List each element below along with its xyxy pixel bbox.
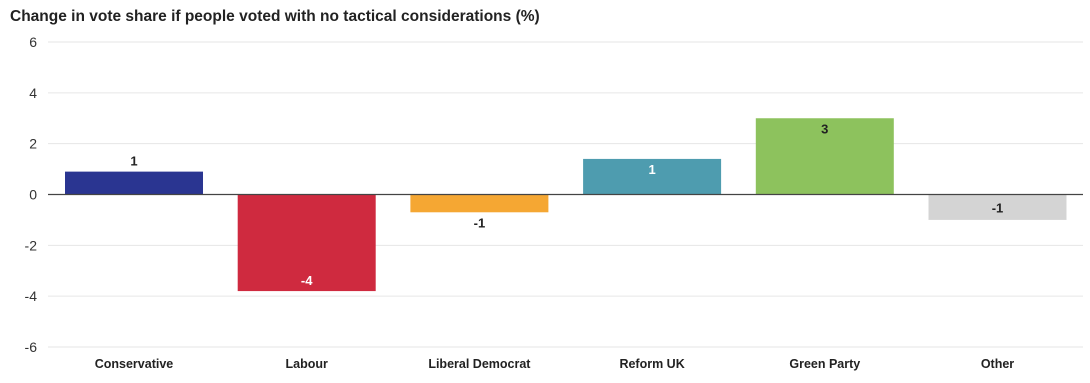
gridlines — [48, 41, 1083, 348]
y-tick-label: 4 — [29, 85, 37, 101]
x-category-label: Conservative — [95, 357, 174, 371]
y-tick-label: -2 — [25, 237, 38, 253]
y-tick-label: 2 — [29, 136, 37, 152]
y-axis-ticks: 6 4 2 0 -2 -4 -6 — [25, 34, 38, 355]
data-label: 3 — [821, 121, 828, 136]
x-category-label: Other — [981, 357, 1014, 371]
bar-reform-uk — [583, 158, 722, 195]
data-label: 1 — [130, 154, 137, 169]
data-label: 1 — [648, 162, 655, 177]
chart-title: Change in vote share if people voted wit… — [10, 8, 540, 25]
bars — [65, 118, 1067, 292]
bar-liberal-democrat — [410, 194, 549, 213]
y-tick-label: 0 — [29, 187, 37, 203]
x-category-label: Green Party — [789, 357, 860, 371]
data-labels: 1 -4 -1 1 3 -1 — [130, 121, 1003, 288]
bar-labour — [237, 194, 376, 292]
y-tick-label: 6 — [29, 34, 37, 50]
y-tick-label: -4 — [25, 288, 38, 304]
x-axis-categories: Conservative Labour Liberal Democrat Reform… — [95, 357, 1015, 371]
x-category-label: Labour — [286, 357, 328, 371]
y-tick-label: -6 — [25, 339, 38, 355]
data-label: -4 — [301, 273, 313, 288]
bar-conservative — [65, 171, 203, 195]
x-category-label: Reform UK — [619, 357, 684, 371]
data-label: -1 — [992, 201, 1004, 216]
x-category-label: Liberal Democrat — [428, 357, 531, 371]
data-label: -1 — [474, 215, 486, 230]
bar-other — [928, 194, 1067, 220]
bar-green-party — [755, 118, 894, 195]
